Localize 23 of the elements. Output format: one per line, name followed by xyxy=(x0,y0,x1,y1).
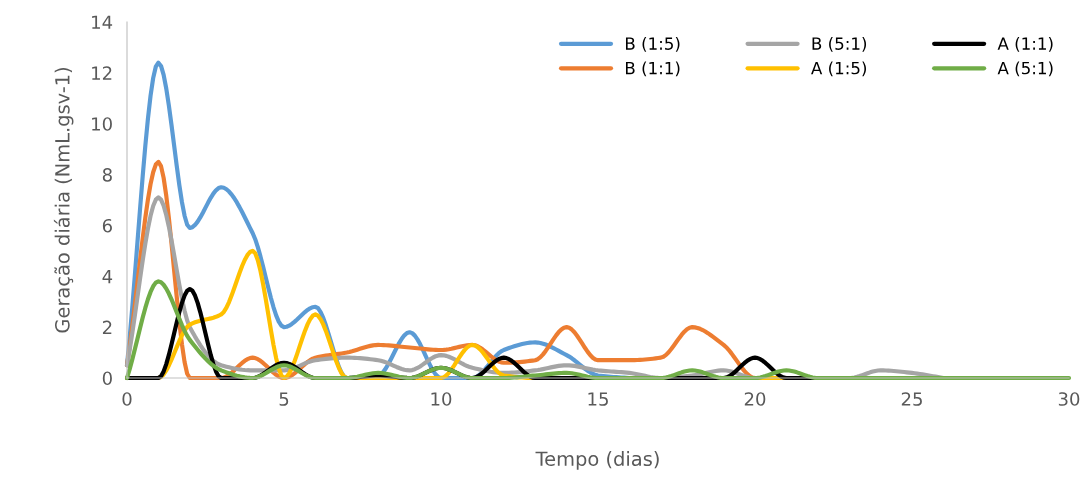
y-tick-label: 4 xyxy=(102,269,113,284)
x-tick-label: 10 xyxy=(431,392,452,406)
legend-label: B (1:1) xyxy=(625,61,680,77)
x-tick-label: 5 xyxy=(279,392,289,406)
x-tick-label: 15 xyxy=(588,392,608,406)
legend-label: B (5:1) xyxy=(812,37,867,52)
x-tick-label: 20 xyxy=(744,392,766,406)
x-tick-label: 0 xyxy=(122,392,132,406)
y-tick-label: 10 xyxy=(92,117,112,131)
y-tick-label: 2 xyxy=(102,320,112,334)
legend-label: A (1:5) xyxy=(811,61,867,77)
x-tick-label: 25 xyxy=(901,392,922,406)
y-tick-label: 6 xyxy=(102,218,112,233)
y-tick-label: 8 xyxy=(102,168,112,182)
legend-label: B (1:5) xyxy=(625,37,680,52)
legend-label: A (1:1) xyxy=(997,37,1053,52)
y-tick-label: 0 xyxy=(102,371,112,386)
y-tick-label: 14 xyxy=(92,15,113,29)
x-axis-title: Tempo (dias) xyxy=(535,451,659,470)
y-axis-title: Geração diária (NmL.gsv-1) xyxy=(53,68,74,333)
legend-label: A (5:1) xyxy=(997,61,1053,77)
x-tick-label: 30 xyxy=(1058,392,1080,406)
y-tick-label: 12 xyxy=(92,66,112,80)
